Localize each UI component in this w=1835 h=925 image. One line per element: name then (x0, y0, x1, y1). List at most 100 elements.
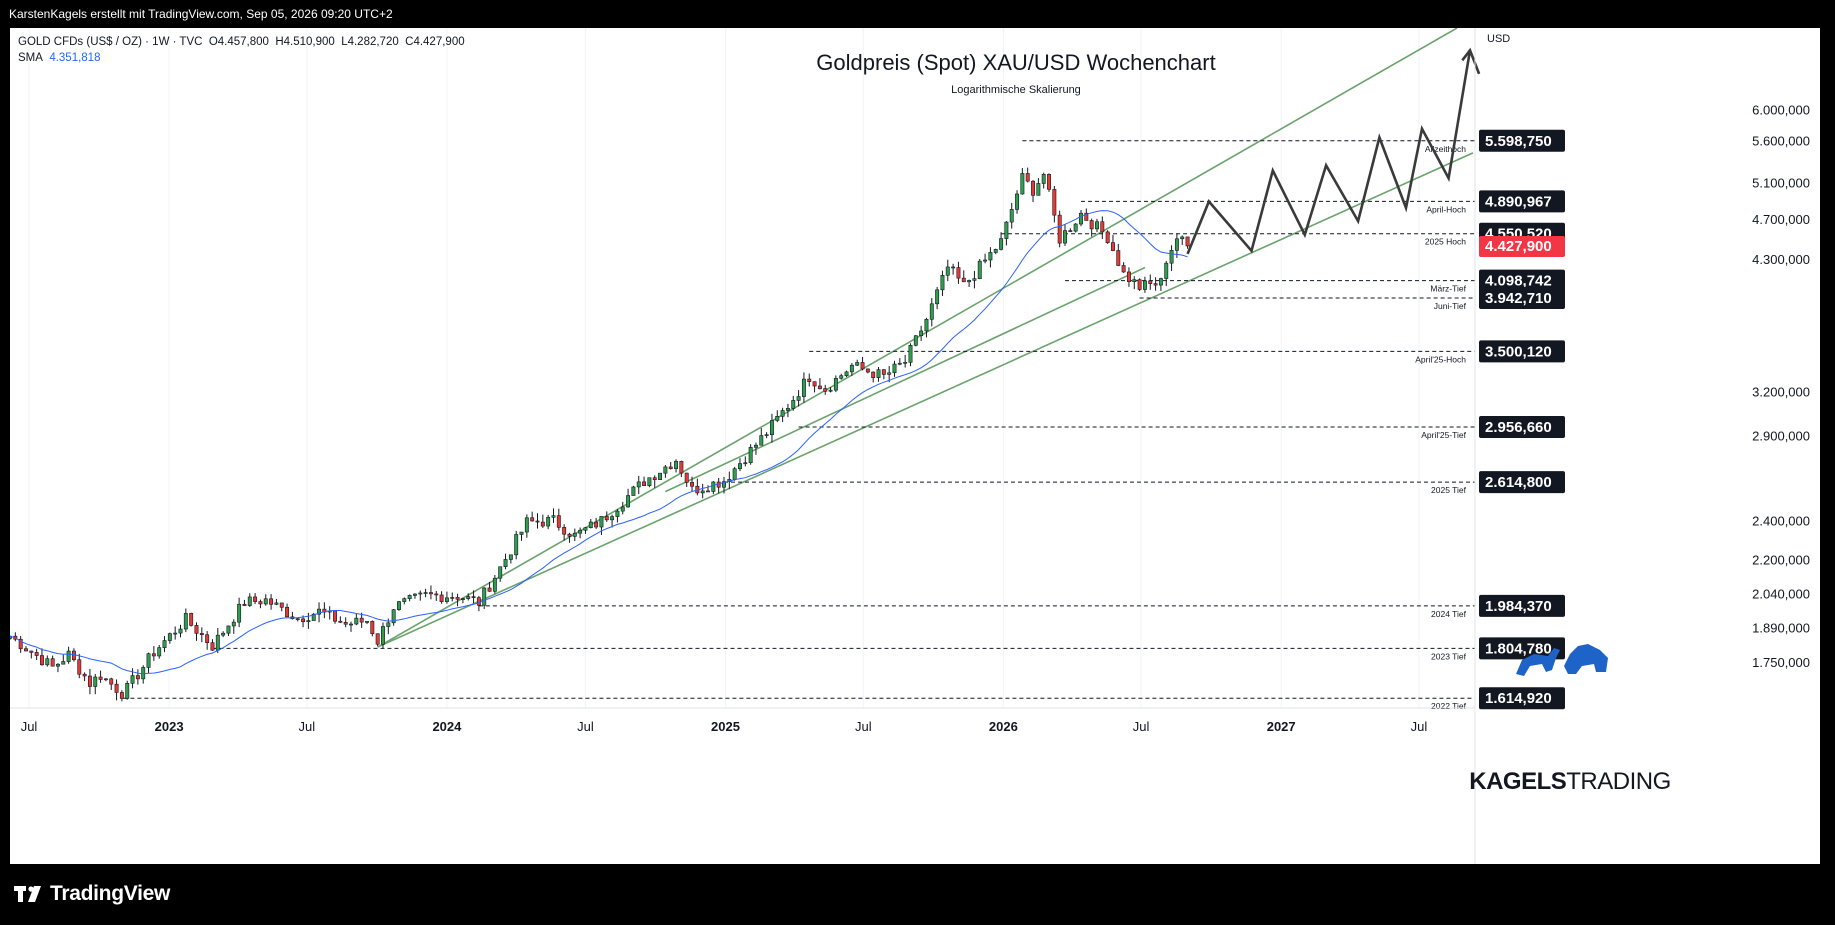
candle (1036, 178, 1041, 196)
candle (993, 248, 998, 255)
candle-body (610, 516, 615, 521)
candle-body (66, 650, 71, 662)
sma-legend[interactable]: SMA 4.351,818 (18, 52, 100, 64)
candle-body (748, 447, 753, 464)
candle (897, 358, 902, 366)
candle-body (769, 420, 774, 435)
candle (114, 679, 119, 701)
candle-body (242, 603, 247, 606)
candle (333, 610, 337, 624)
candle (572, 528, 577, 542)
candle-body (1153, 283, 1158, 286)
candle-body (972, 278, 977, 281)
current-price-bg (1479, 235, 1565, 257)
candle-body (397, 601, 401, 611)
candle-body (652, 477, 657, 480)
candle-body (1111, 242, 1115, 251)
candle-body (1025, 173, 1030, 182)
candle-body (439, 594, 444, 602)
level-badge-bg (1479, 269, 1565, 292)
candle (439, 591, 444, 604)
level-name-1: April-Hoch (1426, 204, 1466, 214)
header-credit: KarstenKagels erstellt mit TradingView.c… (9, 7, 393, 21)
candle-body (1004, 221, 1009, 239)
candle-body (162, 640, 167, 648)
time-tick-10: Jul (1411, 719, 1428, 734)
candle-body (924, 319, 929, 332)
candle-body (391, 609, 396, 624)
candle-body (849, 364, 854, 373)
candle (578, 527, 583, 539)
candle (194, 622, 199, 641)
candle (226, 625, 231, 637)
candle (919, 325, 924, 342)
trendline-2 (665, 266, 1146, 493)
candle (860, 356, 865, 371)
candle-body (1031, 180, 1035, 196)
candle-body (1041, 174, 1046, 184)
candle (610, 514, 615, 528)
level-name-5: April'25-Hoch (1415, 354, 1466, 364)
level-badge-bg (1479, 287, 1565, 310)
candle-body (135, 675, 140, 680)
tradingview-text: TradingView (50, 882, 171, 905)
candle (945, 259, 950, 282)
candle-body (658, 472, 663, 480)
candle (780, 407, 785, 423)
candle (876, 367, 881, 382)
candle-body (93, 676, 98, 687)
candle (1169, 245, 1174, 272)
candle (668, 462, 673, 470)
candle-body (1047, 174, 1051, 190)
candle-body (663, 466, 668, 474)
candle-body (524, 517, 529, 533)
candle (801, 372, 806, 403)
candle (98, 670, 103, 683)
candle-body (1063, 230, 1067, 244)
candle-body (412, 593, 417, 596)
candle (562, 524, 567, 541)
candle (418, 590, 423, 601)
candle (695, 478, 700, 496)
level-name-10: 2022 Tief (1431, 701, 1467, 711)
candle (93, 673, 98, 695)
candle-body (1126, 271, 1131, 282)
candle (599, 516, 604, 535)
candle (743, 456, 748, 467)
candle-body (103, 678, 108, 681)
candle-body (514, 534, 519, 556)
candle (157, 644, 162, 659)
candle (476, 596, 481, 612)
candle-body (476, 597, 481, 606)
candle-body (674, 461, 678, 469)
candle-body (279, 602, 284, 608)
candle (343, 617, 348, 628)
candle (365, 621, 369, 625)
candle-body (572, 532, 577, 537)
tradingview-logo[interactable]: TradingView (14, 880, 170, 908)
candle (887, 366, 892, 383)
candle (785, 403, 790, 418)
candle-body (423, 592, 428, 594)
price-tick-4: 4.300,000 (1752, 252, 1810, 267)
candle (13, 632, 18, 642)
candle-body (231, 621, 236, 627)
candle-body (263, 598, 268, 605)
candle-body (237, 603, 242, 623)
candle-body (801, 378, 806, 397)
candle (434, 591, 439, 601)
chart-title: Goldpreis (Spot) XAU/USD Wochenchart (816, 50, 1216, 75)
candle (1020, 168, 1025, 195)
candle-body (274, 602, 279, 605)
candle-body (381, 626, 385, 645)
candle-body (1132, 279, 1137, 282)
price-tick-3: 4.700,000 (1752, 212, 1810, 227)
level-value-9: 1.804,780 (1485, 640, 1552, 657)
chart-panel[interactable]: Allzeithoch April-Hoch 2025 Hoch März-Tief J… (10, 28, 1820, 864)
candle-body (764, 434, 769, 436)
candle (359, 612, 364, 628)
candle-body (460, 598, 465, 600)
brand-watermark: KAGELSTRADING (1465, 768, 1675, 796)
chart-canvas[interactable]: Allzeithoch April-Hoch 2025 Hoch März-Tief J… (10, 28, 1820, 864)
bull-icon (1516, 648, 1560, 676)
